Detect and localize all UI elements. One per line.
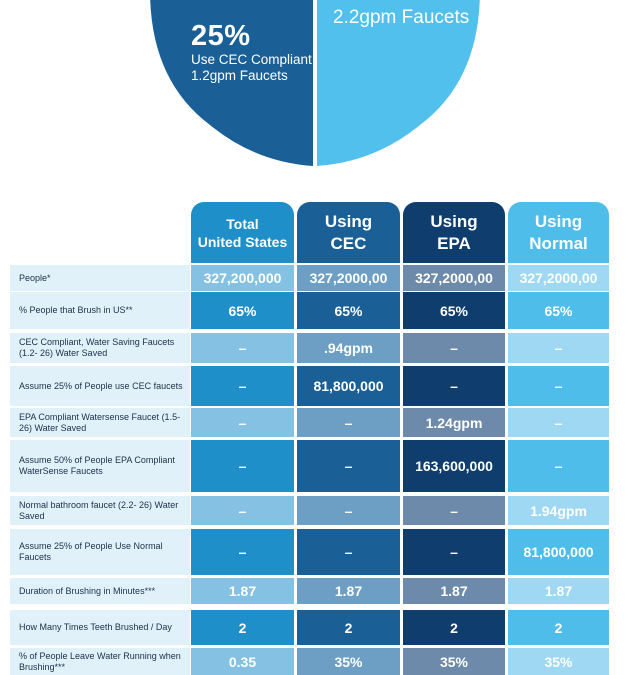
row-label: Assume 25% of People Use Normal Faucets (10, 529, 190, 575)
table-cell-total: – (191, 529, 294, 575)
table-cell-total: 2 (191, 610, 294, 645)
table-cell-total: – (191, 333, 294, 363)
column-header-normal: Using Normal (508, 202, 609, 263)
pie-slice-other (317, 0, 480, 166)
table-cell-total: 327,200,000 (191, 265, 294, 291)
pie-other-label: 2.2gpm Faucets (333, 7, 470, 28)
column-header-cec: Using CEC (297, 202, 400, 263)
column-header-total: Total United States (191, 202, 294, 263)
column-header-label: Using Normal (529, 211, 588, 253)
table-cell-normal: – (508, 408, 609, 437)
table-cell-epa: – (403, 496, 505, 525)
table-cell-total: 0.35 (191, 648, 294, 675)
table-cell-epa: – (403, 333, 505, 363)
column-header-label: Using CEC (324, 211, 373, 253)
table-cell-normal: 1.87 (508, 578, 609, 604)
table-cell-normal: 81,800,000 (508, 529, 609, 575)
table-cell-normal: 2 (508, 610, 609, 645)
table-cell-total: – (191, 496, 294, 525)
table-cell-cec: 327,2000,00 (297, 265, 400, 291)
table-cell-normal: 35% (508, 648, 609, 675)
table-cell-normal: 327,2000,00 (508, 265, 609, 291)
table-cell-total: – (191, 366, 294, 406)
table-cell-epa: 163,600,000 (403, 440, 505, 492)
table-cell-total: – (191, 408, 294, 437)
table-cell-cec: 1.87 (297, 578, 400, 604)
row-label: EPA Compliant Watersense Faucet (1.5- 26… (10, 408, 190, 437)
table-cell-epa: 1.87 (403, 578, 505, 604)
table-cell-epa: – (403, 366, 505, 406)
table-cell-epa: 327,2000,00 (403, 265, 505, 291)
column-header-label: Using EPA (430, 211, 478, 253)
table-cell-cec: 81,800,000 (297, 366, 400, 406)
table-cell-cec: 35% (297, 648, 400, 675)
column-header-epa: Using EPA (403, 202, 505, 263)
table-cell-epa: 35% (403, 648, 505, 675)
row-label: % of People Leave Water Running when Bru… (10, 648, 190, 675)
column-header-label: Total United States (197, 215, 288, 250)
table-cell-epa: 65% (403, 292, 505, 329)
row-label: Assume 25% of People use CEC faucets (10, 366, 190, 406)
table-cell-cec: .94gpm (297, 333, 400, 363)
table-cell-normal: – (508, 333, 609, 363)
pie-cec-label: Use CEC Compliant 1.2gpm Faucets (191, 52, 312, 83)
table-cell-cec: – (297, 529, 400, 575)
table-cell-cec: – (297, 496, 400, 525)
table-cell-normal: 65% (508, 292, 609, 329)
table-cell-total: 65% (191, 292, 294, 329)
pie-slice-cec (150, 0, 313, 166)
table-cell-cec: 65% (297, 292, 400, 329)
row-label: % People that Brush in US** (10, 292, 190, 329)
table-cell-total: 1.87 (191, 578, 294, 604)
pie-cec-percent: 25% (191, 20, 251, 52)
table-cell-cec: – (297, 408, 400, 437)
row-label: Duration of Brushing in Minutes*** (10, 578, 190, 604)
row-label: How Many Times Teeth Brushed / Day (10, 610, 190, 645)
row-label: Normal bathroom faucet (2.2- 26) Water S… (10, 496, 190, 525)
table-cell-normal: – (508, 440, 609, 492)
table-cell-total: – (191, 440, 294, 492)
water-usage-pie-chart (150, 0, 480, 166)
table-cell-epa: – (403, 529, 505, 575)
row-label: CEC Compliant, Water Saving Faucets (1.2… (10, 333, 190, 363)
table-cell-epa: 1.24gpm (403, 408, 505, 437)
table-cell-epa: 2 (403, 610, 505, 645)
row-label: People* (10, 265, 190, 291)
table-cell-normal: – (508, 366, 609, 406)
row-label: Assume 50% of People EPA Compliant Water… (10, 440, 190, 492)
table-cell-cec: 2 (297, 610, 400, 645)
table-cell-cec: – (297, 440, 400, 492)
table-cell-normal: 1.94gpm (508, 496, 609, 525)
